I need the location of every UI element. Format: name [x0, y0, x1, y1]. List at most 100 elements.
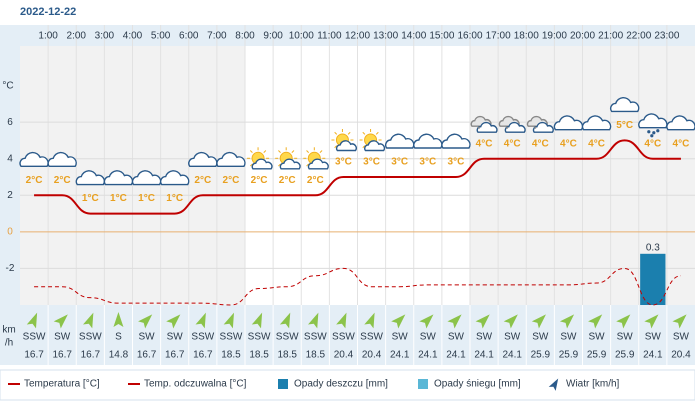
wind-speed: 16.7 [81, 350, 101, 361]
weather-icon [441, 133, 471, 149]
wind-arrow [447, 314, 462, 329]
hour-label: 10:00 [289, 31, 314, 42]
weather-icon [303, 147, 329, 170]
cloud [364, 140, 386, 152]
cloud [131, 170, 162, 186]
weather-icon [47, 151, 77, 167]
wind-speed: 25.9 [587, 350, 607, 361]
temp-label: 4°C [644, 138, 661, 149]
wind-speed: 24.1 [418, 350, 438, 361]
wind-direction: SSW [304, 332, 327, 343]
cloud [307, 158, 329, 170]
cloud [75, 170, 106, 186]
wind-unit: km [2, 325, 15, 336]
weather-icon [103, 170, 134, 186]
wind-arrow [166, 314, 181, 329]
wind-arrow [251, 312, 263, 329]
temp-label: 2°C [251, 175, 268, 186]
y-axis-label: °C [2, 81, 13, 92]
hour-label: 3:00 [95, 31, 115, 42]
hour-label: 2:00 [67, 31, 87, 42]
temp-label: 3°C [391, 157, 408, 168]
y-tick-label: 2 [7, 190, 13, 201]
hour-label: 18:00 [514, 31, 539, 42]
temp-label: 3°C [335, 157, 352, 168]
legend-label: Opady deszczu [mm] [294, 379, 388, 390]
weather-icon [610, 96, 640, 113]
sun-ray [249, 150, 253, 153]
temp-label: 2°C [279, 175, 296, 186]
hour-label: 20:00 [570, 31, 595, 42]
legend-box [0, 369, 695, 401]
wind-direction: SW [476, 332, 493, 343]
y-tick-label: 0 [7, 226, 13, 237]
wind-arrow [138, 314, 153, 329]
hour-label: 17:00 [486, 31, 511, 42]
feels-like-line [34, 267, 682, 306]
weather-icon [331, 129, 357, 152]
weather-icon [359, 129, 386, 152]
hour-label: 12:00 [345, 31, 370, 42]
wind-direction: SW [448, 332, 465, 343]
sun-ray [306, 163, 310, 167]
temp-label: 1°C [138, 193, 155, 204]
weather-icon [638, 113, 668, 138]
temp-label: 1°C [110, 193, 127, 204]
hour-label: 7:00 [207, 31, 227, 42]
wind-arrow [391, 314, 406, 329]
wind-arrow [616, 314, 631, 329]
wind-direction: SSW [220, 332, 243, 343]
weather-icon [526, 115, 554, 133]
hour-label: 22:00 [626, 31, 651, 42]
hour-label: 15:00 [429, 31, 454, 42]
weather-icon [553, 115, 584, 131]
hour-label: 4:00 [123, 31, 143, 42]
cloud [188, 151, 218, 167]
wind-arrow [223, 312, 234, 329]
sun-ray [263, 150, 267, 153]
snow-dot [534, 126, 537, 129]
cloud [19, 151, 49, 167]
wind-speed: 24.1 [474, 350, 494, 361]
wind-speed: 24.1 [502, 350, 522, 361]
chart-title: 2022-12-22 [20, 6, 76, 18]
wind-speed: 16.7 [52, 350, 72, 361]
wind-arrow [53, 314, 68, 329]
wind-arrow [83, 312, 94, 329]
rain-dot [656, 129, 660, 133]
precip-bar [640, 253, 666, 305]
wind-speed: 18.5 [249, 350, 269, 361]
temp-label: 5°C [616, 120, 633, 131]
weather-icon [75, 170, 106, 186]
wind-direction: SSW [276, 332, 299, 343]
wind-arrow [279, 312, 291, 329]
weather-icon [247, 147, 273, 170]
wind-arrow [531, 314, 546, 329]
wind-speed: 16.7 [193, 350, 213, 361]
hour-label: 8:00 [235, 31, 255, 42]
legend-swatch [418, 379, 428, 389]
wind-arrow [503, 314, 518, 329]
temp-label: 2°C [26, 175, 43, 186]
wind-speed: 24.1 [643, 350, 663, 361]
cloud [47, 151, 77, 167]
wind-arrow [308, 312, 319, 329]
cloud [251, 158, 273, 170]
snow-dot [478, 126, 481, 129]
wind-speed: 20.4 [362, 350, 382, 361]
temp-label: 4°C [504, 138, 521, 149]
temp-label: 4°C [476, 138, 493, 149]
hour-label: 21:00 [598, 31, 623, 42]
weather-icon [470, 115, 498, 133]
sun-ray [278, 163, 281, 167]
wind-arrow [672, 314, 687, 329]
rain-dot [650, 134, 654, 138]
sun-ray [375, 131, 379, 135]
wind-speed: 16.7 [165, 350, 185, 361]
wind-direction: SW [560, 332, 577, 343]
temp-label: 3°C [448, 157, 465, 168]
wind-direction: SW [532, 332, 549, 343]
wind-arrow [364, 312, 375, 329]
temp-label: 2°C [194, 175, 211, 186]
